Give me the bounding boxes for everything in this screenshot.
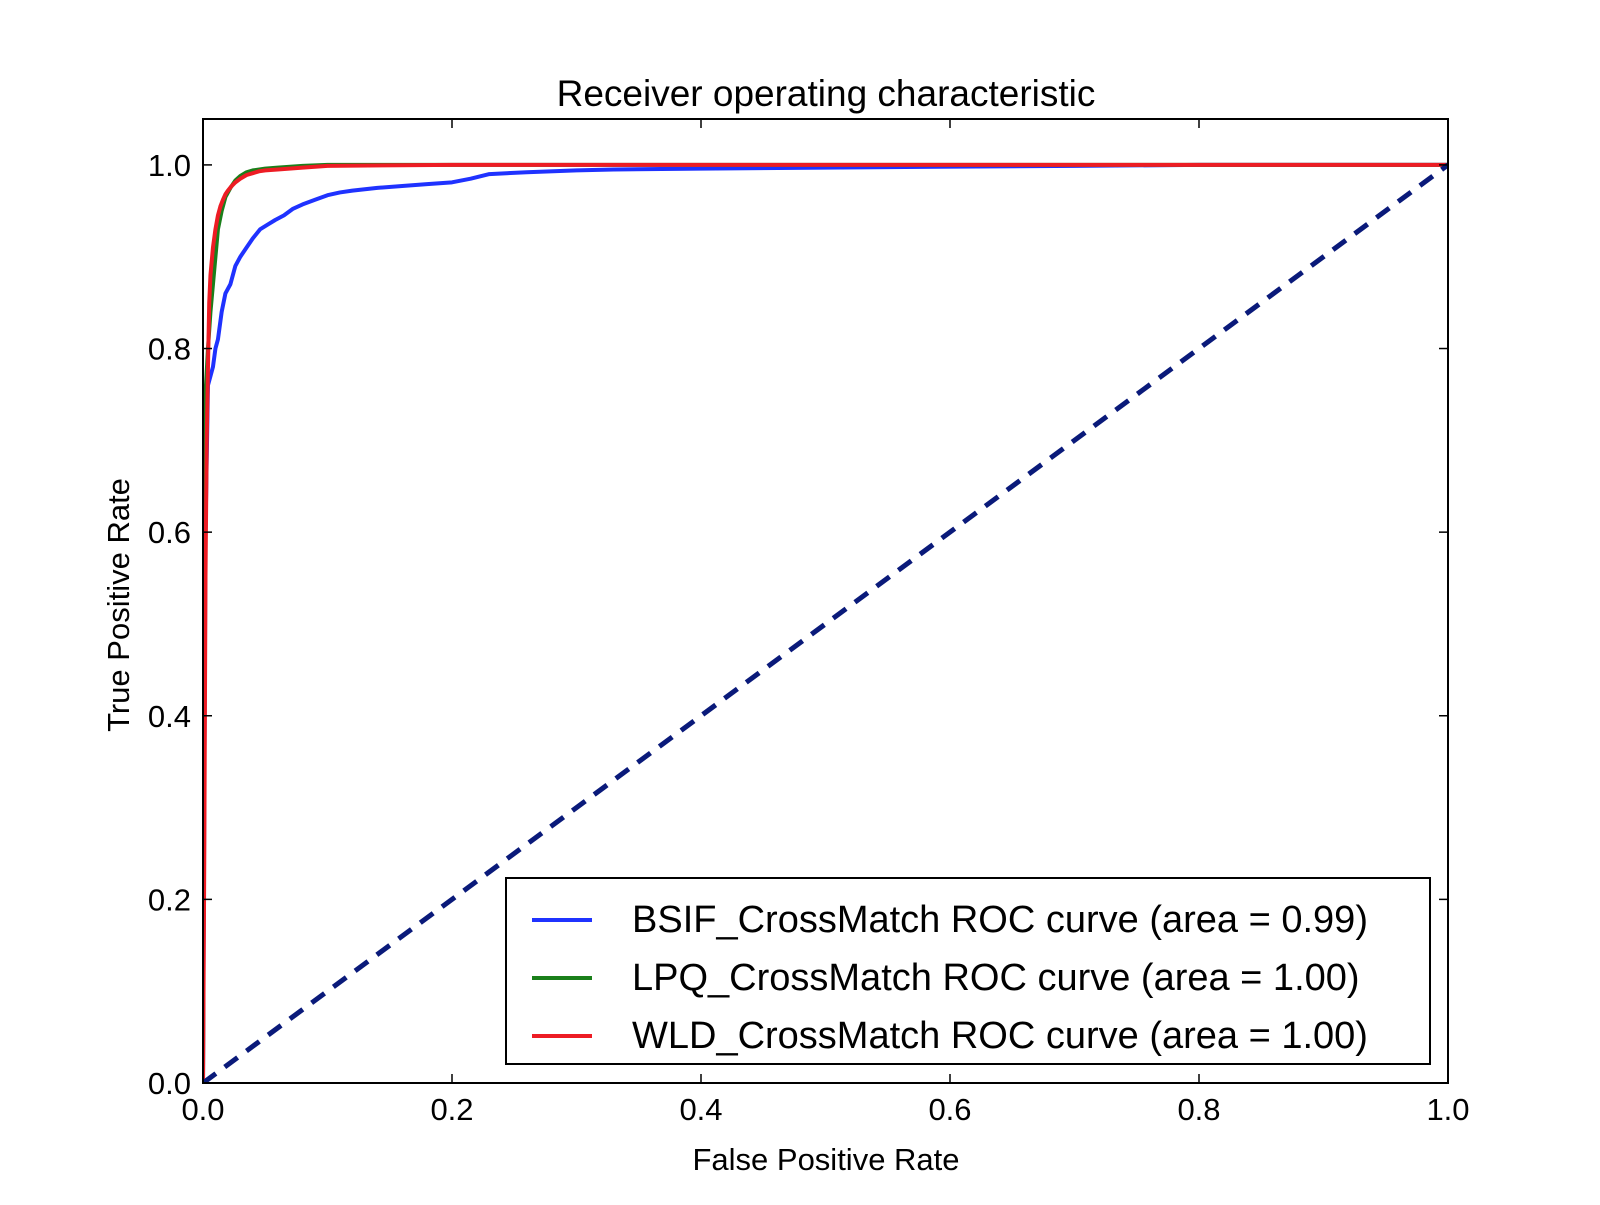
series-line-1 xyxy=(203,162,1448,1083)
y-axis-label: True Positive Rate xyxy=(101,478,136,732)
y-tick-label: 1.0 xyxy=(148,148,191,183)
x-tick-label: 0.2 xyxy=(430,1092,473,1127)
legend-label-2: LPQ_CrossMatch ROC curve (area = 1.00) xyxy=(632,957,1360,999)
legend: BSIF_CrossMatch ROC curve (area = 0.99) L… xyxy=(505,877,1431,1065)
y-tick-label: 0.2 xyxy=(148,882,191,917)
series-line-3 xyxy=(203,162,1448,1083)
y-tick-label: 0.4 xyxy=(148,699,191,734)
chance-diagonal-line xyxy=(203,162,1448,1083)
x-tick-label: 0.4 xyxy=(679,1092,722,1127)
x-tick-label: 0.8 xyxy=(1177,1092,1220,1127)
legend-label-3: WLD_CrossMatch ROC curve (area = 1.00) xyxy=(632,1015,1368,1057)
plot-area: 0.0 0.2 0.4 0.6 0.8 1.0 0.0 0.2 0.4 0.6 0.8 1.0 xyxy=(148,118,1470,1127)
legend-label-1: BSIF_CrossMatch ROC curve (area = 0.99) xyxy=(632,899,1368,941)
y-tick-label: 0.8 xyxy=(148,332,191,367)
x-tick-label: 1.0 xyxy=(1426,1092,1469,1127)
y-tick-label: 0.0 xyxy=(148,1066,191,1101)
chart-title: Receiver operating characteristic xyxy=(557,73,1096,114)
series-group xyxy=(203,162,1448,1083)
legend-box xyxy=(505,877,1431,1065)
axes-frame xyxy=(202,118,1449,1084)
y-tick-label: 0.6 xyxy=(148,515,191,550)
x-tick-label: 0.0 xyxy=(181,1092,224,1127)
x-tick-label: 0.6 xyxy=(928,1092,971,1127)
x-axis-label: False Positive Rate xyxy=(692,1142,959,1177)
